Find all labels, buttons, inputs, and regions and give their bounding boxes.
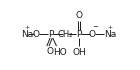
Text: O: O (33, 30, 40, 39)
Text: Na: Na (21, 30, 34, 39)
Text: O: O (46, 47, 53, 56)
Text: Na: Na (104, 30, 116, 39)
Text: OH: OH (72, 48, 86, 57)
Text: P: P (48, 30, 53, 39)
Text: CH₂: CH₂ (58, 30, 73, 39)
Text: O: O (89, 30, 96, 39)
Text: HO: HO (53, 48, 67, 57)
Text: O: O (75, 11, 82, 20)
Text: P: P (76, 30, 81, 39)
Text: +: + (24, 25, 29, 30)
Text: +: + (108, 25, 113, 30)
Text: −: − (93, 24, 99, 30)
